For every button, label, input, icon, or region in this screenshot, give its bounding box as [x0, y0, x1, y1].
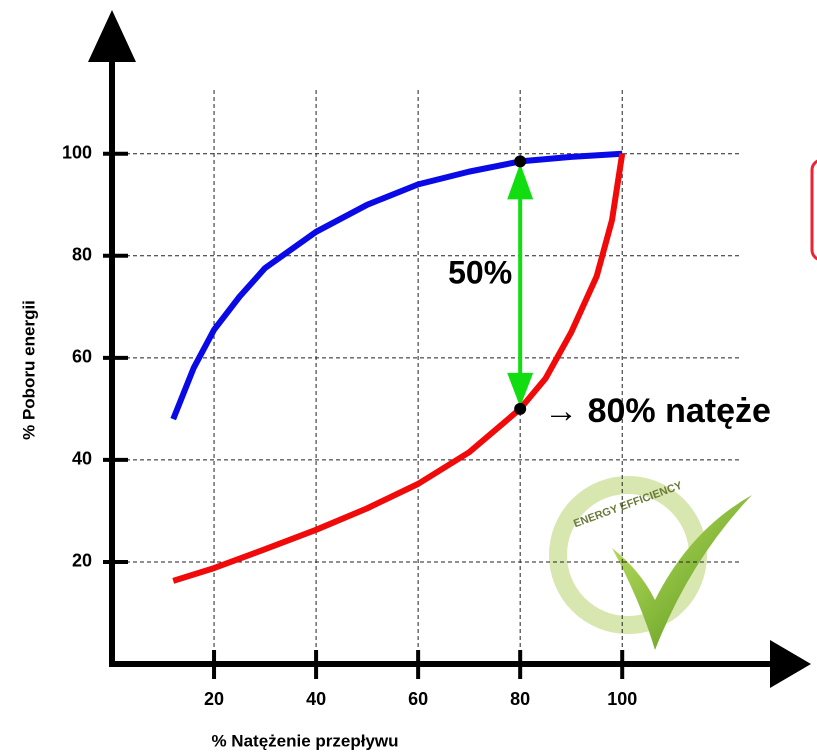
y-axis-arrow — [88, 10, 136, 62]
series-line — [173, 154, 622, 419]
x-tick-label: 60 — [408, 689, 428, 709]
x-tick-label: 100 — [607, 689, 637, 709]
y-tick-label: 100 — [62, 143, 92, 163]
y-tick-label: 40 — [72, 449, 92, 469]
y-axis-label: % Poboru energii — [19, 300, 38, 440]
point-marker — [514, 403, 526, 415]
y-tick-label: 80 — [72, 245, 92, 265]
point-marker — [514, 155, 526, 167]
series-line — [173, 154, 622, 581]
annotation: 50% — [448, 255, 512, 291]
annotation: → 80% natęże — [544, 392, 771, 430]
energy-badge: ENERGY EFFICIENCY — [558, 479, 752, 650]
y-tick-label: 20 — [72, 551, 92, 571]
chart: ENERGY EFFICIENCY % Natężenie przepływu … — [0, 0, 817, 750]
x-tick-label: 40 — [306, 689, 326, 709]
x-axis-label: % Natężenie przepływu — [211, 731, 398, 750]
x-axis-arrow — [770, 640, 811, 688]
x-tick-label: 80 — [510, 689, 530, 709]
gap-arrow-head — [507, 163, 533, 199]
y-tick-label: 60 — [72, 347, 92, 367]
x-tick-label: 20 — [204, 689, 224, 709]
cut-box — [812, 160, 817, 260]
